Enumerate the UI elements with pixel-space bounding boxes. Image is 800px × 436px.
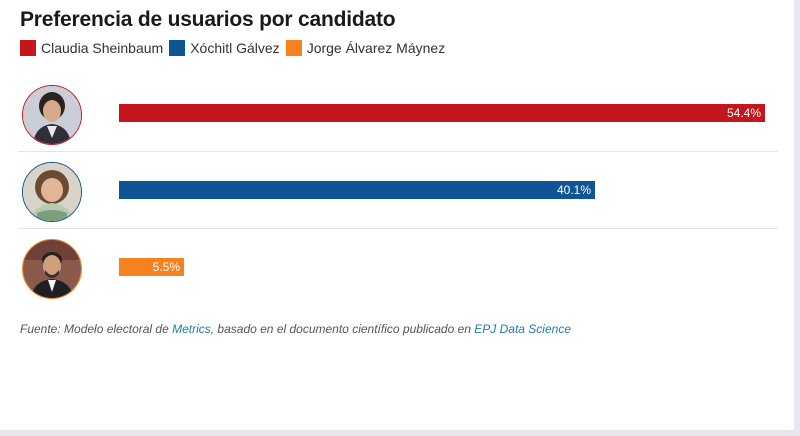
legend-label-galvez: Xóchitl Gálvez — [190, 40, 280, 56]
avatar-maynez — [22, 239, 82, 299]
legend-label-sheinbaum: Claudia Sheinbaum — [41, 40, 164, 56]
chart-title: Preferencia de usuarios por candidato — [20, 8, 396, 31]
legend-item-maynez: Jorge Álvarez Máynez — [285, 40, 446, 56]
legend-item-sheinbaum: Claudia Sheinbaum — [20, 40, 163, 56]
portrait-galvez-icon — [23, 163, 81, 221]
avatar-sheinbaum — [22, 85, 82, 145]
portrait-maynez-icon — [23, 240, 81, 298]
legend-swatch-sheinbaum — [20, 40, 36, 56]
row-divider — [18, 151, 778, 152]
bar-value-label: 5.5% — [152, 260, 180, 274]
legend-item-galvez: Xóchitl Gálvez — [169, 40, 280, 56]
source-middle: , basado en el documento científico publ… — [210, 322, 475, 336]
bar-maynez: 5.5% — [119, 258, 184, 276]
legend-swatch-galvez — [169, 40, 186, 56]
epj-data-science-link[interactable]: EPJ Data Science — [474, 322, 571, 336]
legend-swatch-maynez — [285, 40, 302, 56]
source-prefix: Fuente: Modelo electoral de — [20, 322, 173, 336]
bar-galvez: 40.1% — [119, 181, 595, 199]
legend: Claudia Sheinbaum Xóchitl Gálvez Jorge Á… — [20, 40, 451, 56]
bar-value-label: 54.4% — [726, 106, 761, 120]
avatar-galvez — [22, 162, 82, 222]
row-divider — [18, 228, 778, 229]
portrait-sheinbaum-icon — [23, 86, 81, 144]
source-note: Fuente: Modelo electoral de Metrics, bas… — [20, 322, 571, 336]
bar-sheinbaum: 54.4% — [119, 104, 765, 122]
bar-value-label: 40.1% — [556, 183, 591, 197]
legend-label-maynez: Jorge Álvarez Máynez — [306, 40, 446, 56]
metrics-link[interactable]: Metrics — [172, 322, 211, 336]
